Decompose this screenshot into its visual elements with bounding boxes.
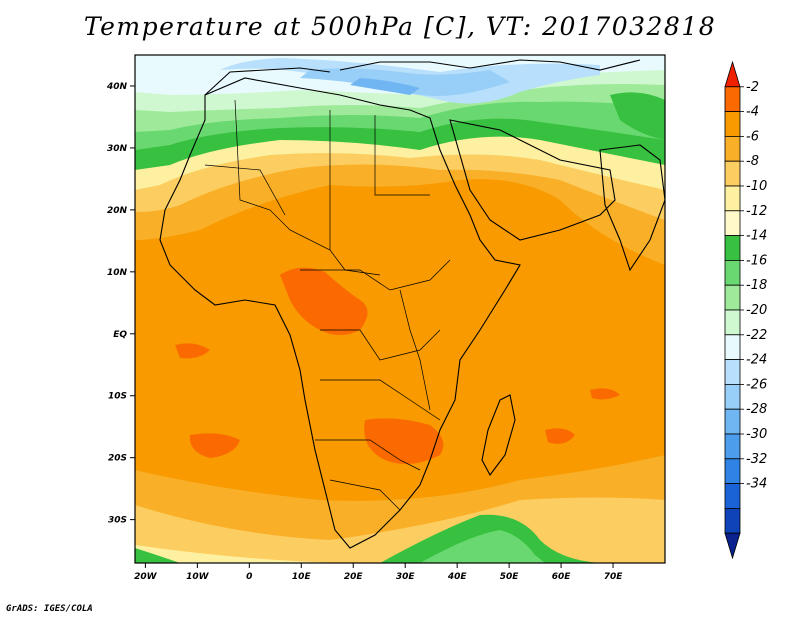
colorbar-swatch [724,210,741,237]
axis-ticks: 40N 30N 20N 10N EQ 10S 20S 30S 20W 10W 0 10E 20E 30E 4… [106,82,623,582]
africa-coastline [159,77,521,549]
lon-tick-label: 60E [552,572,572,582]
map-frame [134,54,666,564]
colorbar-swatch [724,235,741,261]
colorbar-swatch [724,185,741,212]
colorbar-label: -14 [746,229,767,244]
colorbar-label: -26 [746,377,767,392]
lon-tick-label: 0 [246,572,252,582]
colorbar-arrow-bottom [724,532,741,560]
colorbar-swatch [724,309,741,336]
colorbar-swatch [724,458,741,484]
colorbar-swatch [724,259,741,286]
colorbar-label: -4 [746,105,759,120]
lat-tick-label: EQ [113,330,127,340]
arabia [449,119,616,241]
colorbar-swatch [724,284,741,311]
colorbar-swatch [724,359,741,385]
lat-tick-label: 30S [108,516,127,526]
temperature-field [135,55,665,563]
india [599,144,665,272]
colorbar-label: -8 [746,154,759,169]
colorbar-label: -34 [746,477,767,492]
colorbar-swatch [724,408,741,435]
colorbar-arrow-top [724,60,741,88]
lon-tick-label: 50E [500,572,520,582]
colorbar-swatch [724,160,741,187]
lat-tick-label: 30N [107,144,128,154]
colorbar-label: -10 [746,179,767,194]
colorbar-label: -6 [746,129,759,144]
lon-tick-label: 20W [134,572,158,582]
lat-tick-label: 10S [108,392,127,402]
colorbar-label: -16 [746,253,767,268]
colorbar-label: -28 [746,402,767,417]
mediterranean-coast [204,59,641,96]
lon-tick-label: 20E [344,572,364,582]
madagascar [481,394,516,477]
lon-tick-label: 10W [186,572,210,582]
colorbar-swatch [724,507,741,534]
colorbar-swatch [724,383,741,410]
colorbar-label: -18 [746,278,767,293]
lat-tick-label: 20N [107,206,128,216]
colorbar-label: -2 [746,80,759,95]
lat-tick-label: 10N [107,268,128,278]
colorbar-label: -12 [746,204,767,219]
lon-tick-label: 30E [396,572,416,582]
colorbar-label: -24 [746,353,767,368]
colorbar-swatch [724,433,741,460]
colorbar-label: -30 [746,427,767,442]
colorbar-label: -22 [746,328,767,343]
colorbar-swatch [724,483,741,509]
colorbar-swatch [724,135,741,162]
colorbar-swatch [724,334,741,360]
lon-tick-label: 70E [604,572,624,582]
lat-tick-label: 40N [106,82,128,92]
lon-tick-label: 40E [447,572,468,582]
lat-tick-label: 20S [108,454,127,464]
credit-label: GrADS: IGES/COLA [6,604,93,614]
map-title: Temperature at 500hPa [C], VT: 201703281… [83,12,717,41]
country-borders [204,99,451,511]
lon-tick-label: 10E [292,572,312,582]
colorbar-swatch [724,86,741,113]
colorbar-label: -20 [746,303,767,318]
colorbar-swatch [724,111,741,137]
colorbar-label: -32 [746,452,767,467]
colorbar: -2 -4 -6 -8 -10 -12 -14 -16 -18 -20 -22 -24 -26 -28 -3… [724,60,767,560]
coastlines [159,59,665,549]
